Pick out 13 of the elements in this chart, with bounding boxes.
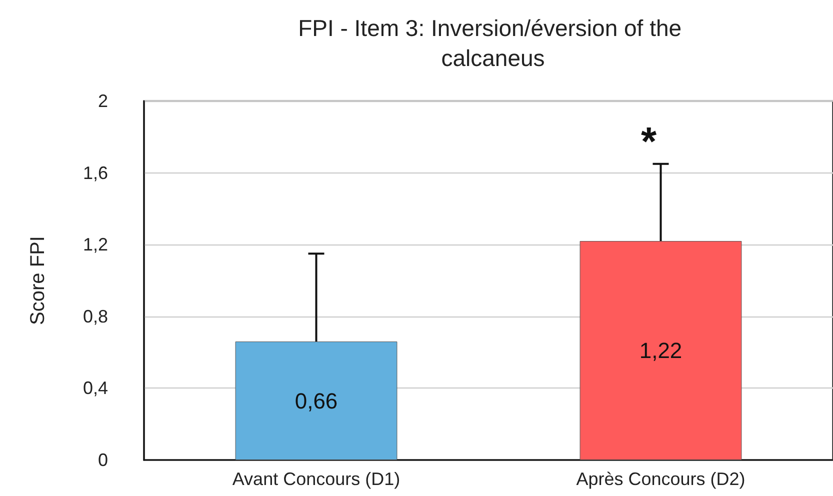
x-tick-label: Avant Concours (D1) bbox=[232, 469, 400, 489]
data-label: 0,66 bbox=[294, 388, 338, 414]
y-tick-label: 2 bbox=[98, 91, 108, 111]
chart-title: FPI - Item 3: Inversion/éversion of the calcaneus bbox=[298, 15, 688, 71]
x-tick-label: Après Concours (D2) bbox=[576, 469, 746, 489]
y-tick-label: 0 bbox=[98, 450, 108, 470]
y-tick-label: 0,4 bbox=[82, 378, 108, 398]
y-tick-label: 1,2 bbox=[82, 234, 108, 255]
y-tick-label: 1,6 bbox=[82, 162, 108, 183]
data-label: 1,22 bbox=[639, 338, 682, 364]
y-tick-label: 0,8 bbox=[82, 306, 108, 326]
annotation: * bbox=[641, 120, 657, 164]
y-axis-title: Score FPI bbox=[27, 236, 49, 325]
